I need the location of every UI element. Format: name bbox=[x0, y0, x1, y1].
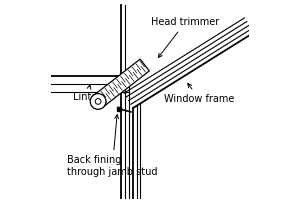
Text: Back fining
through jamb stud: Back fining through jamb stud bbox=[67, 115, 158, 177]
Text: Window frame: Window frame bbox=[164, 83, 235, 104]
Polygon shape bbox=[94, 59, 149, 107]
Text: Lintel: Lintel bbox=[73, 85, 101, 102]
Text: Head trimmer: Head trimmer bbox=[152, 17, 220, 57]
Circle shape bbox=[90, 94, 106, 109]
